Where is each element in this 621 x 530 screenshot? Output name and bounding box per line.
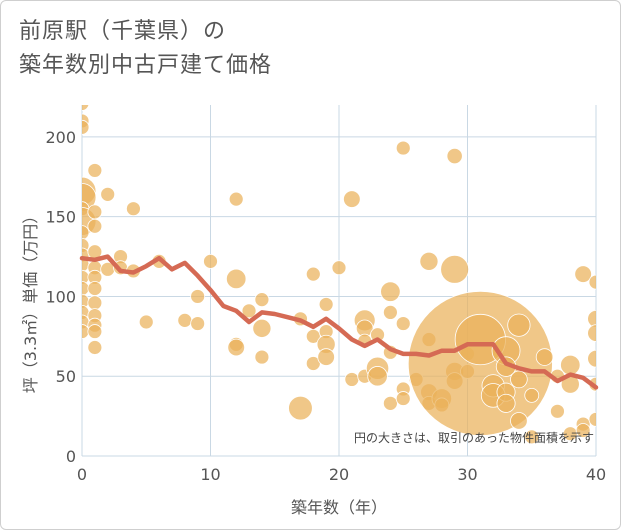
bubble-point — [587, 349, 596, 368]
bubble-point — [177, 312, 193, 328]
bubble-point — [382, 305, 398, 320]
bubble-point — [574, 265, 592, 283]
bubble-point — [87, 281, 103, 296]
bubble-point — [367, 366, 388, 387]
bubble-point — [82, 324, 90, 339]
chart-title-line1: 前原駅（千葉県）の — [19, 19, 227, 44]
bubble-point — [227, 338, 246, 357]
x-axis-label: 築年数（年） — [291, 498, 387, 517]
bubble-point — [190, 289, 206, 304]
x-tick-label: 30 — [457, 465, 477, 484]
bubble-point — [395, 140, 411, 156]
y-tick-label: 0 — [66, 447, 76, 466]
x-tick-label: 10 — [200, 465, 220, 484]
bubble-point — [87, 295, 103, 311]
bubble-point — [82, 105, 90, 111]
bubble-point — [440, 254, 470, 284]
x-tick-label: 0 — [77, 465, 87, 484]
x-tick-label: 40 — [586, 465, 606, 484]
bubble-point — [446, 147, 463, 165]
bubble-point — [305, 328, 321, 344]
bubble-point — [395, 316, 411, 331]
axis-ticks: 0 10 20 30 40 0 50 100 150 200 — [45, 128, 606, 484]
bubble-point — [138, 314, 154, 330]
bubble-point — [87, 340, 103, 355]
bubble-point — [317, 348, 335, 366]
bubble-point — [125, 201, 141, 217]
bubble-point — [87, 163, 103, 178]
bubble-point — [87, 204, 103, 220]
bubble-point — [550, 403, 565, 419]
bubble-point — [252, 318, 272, 338]
bubble-point — [524, 429, 540, 445]
bubble-point — [510, 370, 528, 389]
trend-line-series — [79, 254, 599, 390]
bubble-point — [560, 354, 581, 376]
bubble-point — [496, 393, 516, 413]
bubble-point — [587, 324, 596, 342]
bubble-point — [395, 391, 411, 406]
bubble-point — [203, 253, 218, 269]
bubble-point — [380, 281, 401, 302]
bubble-point — [318, 297, 334, 312]
y-tick-label: 150 — [45, 208, 76, 227]
y-tick-label: 50 — [56, 367, 76, 386]
bubble-point — [254, 292, 270, 308]
bubble-point — [254, 349, 270, 365]
bubble-point — [190, 316, 206, 331]
bubble-point — [241, 303, 257, 319]
bubble-point — [343, 190, 361, 208]
bubble-point — [535, 348, 554, 366]
bubble-point — [588, 411, 596, 427]
bubble-point — [331, 260, 347, 276]
bubble-point — [288, 395, 313, 421]
bubble-point — [82, 119, 90, 135]
bubble-point — [75, 88, 89, 102]
y-axis-label: 坪（3.3㎡）単価（万円） — [21, 208, 40, 393]
chart-grid — [81, 105, 597, 457]
bubble-point — [344, 372, 360, 387]
bubble-point — [507, 313, 531, 337]
bubble-point — [575, 423, 591, 438]
bubble-point — [82, 225, 90, 241]
bubble-point — [87, 324, 103, 339]
y-tick-label: 100 — [45, 287, 76, 306]
bubble-point — [588, 274, 596, 290]
y-tick-label: 200 — [45, 128, 76, 147]
bubble-point — [228, 191, 244, 207]
bubble-point — [510, 412, 528, 430]
bubble-point — [100, 186, 116, 202]
chart-title-line2: 築年数別中古戸建て価格 — [19, 53, 273, 78]
bubble-series — [75, 88, 596, 445]
bubble-point — [305, 266, 321, 282]
trend-line — [79, 254, 599, 390]
bubble-point — [82, 281, 90, 296]
bubble-point — [87, 218, 103, 234]
bubble-point — [524, 387, 540, 403]
bubble-point — [382, 395, 398, 411]
chart-title: 前原駅（千葉県）の 築年数別中古戸建て価格 — [19, 15, 579, 83]
bubble-point — [419, 251, 439, 271]
chart-annotation: 円の大きさは、取引のあった物件面積を示す — [354, 430, 594, 445]
x-tick-label: 20 — [329, 465, 349, 484]
bubble-point — [225, 268, 247, 290]
